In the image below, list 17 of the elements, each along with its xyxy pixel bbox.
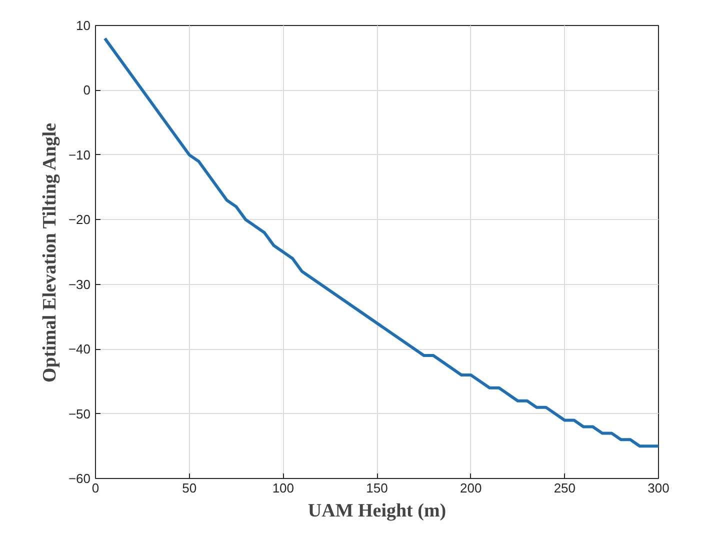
y-tick-label: −50	[68, 406, 91, 422]
x-tick-label: 300	[648, 480, 670, 496]
x-axis-title: UAM Height (m)	[308, 500, 446, 522]
y-tick-label: 0	[83, 82, 91, 98]
x-tick-label: 50	[182, 480, 197, 496]
y-axis-title: Optimal Elevation Tilting Angle	[39, 122, 60, 382]
y-tick-label: −30	[68, 276, 91, 292]
x-tick-label: 200	[460, 480, 482, 496]
y-tick-label: −10	[68, 147, 91, 162]
x-tick-label: 250	[554, 480, 576, 496]
y-tick-label: −60	[68, 471, 91, 486]
x-tick-label: 150	[366, 480, 388, 496]
x-tick-label: 100	[272, 480, 294, 496]
line-series	[103, 36, 658, 448]
y-tick-label: −40	[68, 342, 91, 357]
y-tick-label: −20	[68, 212, 91, 228]
y-tick-label: 10	[76, 18, 91, 33]
